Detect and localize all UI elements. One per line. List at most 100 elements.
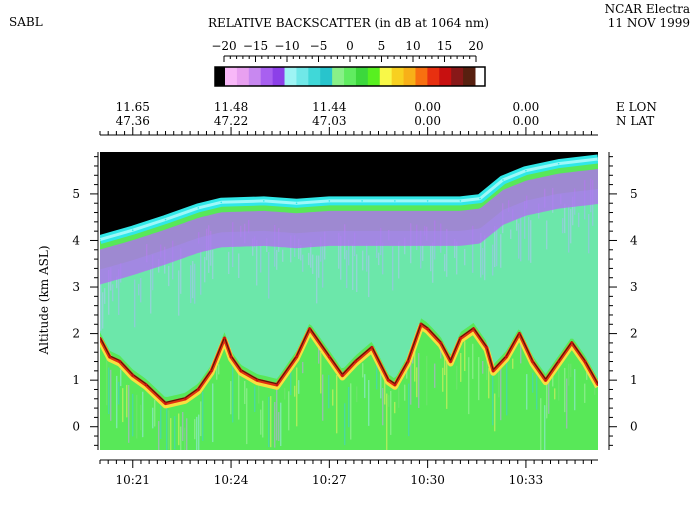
texture-streak	[284, 388, 286, 400]
texture-streak	[506, 362, 508, 416]
texture-streak	[106, 355, 108, 406]
texture-streak	[298, 380, 300, 394]
texture-streak	[472, 343, 474, 379]
texture-streak	[200, 401, 202, 437]
texture-streak	[384, 379, 386, 405]
texture-streak	[166, 406, 168, 450]
boundary-layer-point	[108, 355, 112, 359]
aircraft-altitude-point	[100, 238, 101, 241]
texture-streak	[126, 384, 128, 418]
aircraft-altitude-point	[597, 158, 598, 160]
colorbar-tick-label: −5	[310, 39, 328, 53]
texture-streak	[322, 374, 324, 421]
y-tick-label-right: 4	[630, 233, 638, 247]
texture-streak	[544, 405, 546, 450]
lon-label: 0.00	[414, 100, 441, 114]
texture-streak	[168, 410, 170, 450]
texture-streak	[566, 378, 568, 429]
y-tick-label-right: 0	[630, 420, 638, 434]
colorbar-swatch	[344, 67, 357, 86]
boundary-layer-point	[583, 360, 587, 363]
texture-streak	[456, 365, 458, 390]
texture-streak	[108, 367, 110, 415]
texture-streak	[386, 393, 388, 450]
texture-streak	[460, 353, 462, 382]
colorbar-swatch	[260, 67, 274, 86]
texture-streak	[178, 413, 180, 446]
no-data-region	[100, 152, 598, 240]
y-tick-label-left: 1	[72, 373, 80, 387]
texture-streak	[154, 399, 156, 427]
boundary-layer-point	[370, 346, 374, 349]
texture-streak	[180, 426, 182, 450]
x-tick-label: 10:24	[214, 473, 249, 487]
colorbar-tick-label: −20	[211, 39, 236, 53]
texture-streak	[500, 363, 502, 421]
aircraft-altitude-point	[459, 200, 462, 202]
texture-streak	[336, 375, 338, 434]
lon-label: 11.48	[214, 100, 248, 114]
colorbar-swatch	[225, 67, 238, 86]
boundary-layer-point	[354, 360, 357, 363]
texture-streak	[468, 357, 470, 415]
boundary-layer-point	[100, 337, 102, 340]
aircraft-altitude-point	[295, 202, 298, 205]
boundary-layer-point	[505, 355, 508, 359]
texture-streak	[394, 401, 396, 414]
texture-streak	[260, 409, 262, 435]
texture-streak	[344, 403, 346, 446]
texture-streak	[416, 367, 418, 398]
texture-streak	[568, 363, 570, 386]
boundary-layer-point	[239, 369, 243, 373]
texture-streak	[136, 394, 138, 439]
boundary-layer-point	[328, 355, 331, 359]
texture-streak	[526, 374, 528, 410]
colorbar-swatch	[308, 67, 321, 86]
texture-streak	[274, 401, 276, 448]
texture-streak	[426, 355, 428, 406]
texture-streak	[558, 369, 560, 401]
lat-label: 47.03	[312, 114, 346, 128]
colorbar-tick-label: 15	[437, 39, 452, 53]
aircraft-altitude-point	[426, 200, 429, 202]
texture-streak	[532, 372, 534, 393]
texture-streak	[174, 416, 176, 450]
boundary-layer-point	[210, 369, 213, 373]
colorbar-swatch	[403, 67, 416, 86]
texture-streak	[570, 363, 572, 378]
y-tick-label-left: 5	[72, 187, 80, 201]
texture-streak	[202, 391, 204, 441]
boundary-layer-point	[229, 355, 233, 359]
colorbar-swatch	[367, 67, 381, 86]
boundary-layer-point	[275, 383, 279, 387]
platform-label: NCAR Electra	[604, 2, 690, 16]
boundary-layer-point	[557, 360, 560, 363]
y-tick-label-right: 5	[630, 187, 638, 201]
boundary-layer-point	[164, 402, 167, 405]
boundary-layer-point	[144, 383, 148, 387]
axes-layer: 0 0 1 1 2 2 3 3 4 4 5 5 Altitude (km ASL) 10:21 10:24 1…	[37, 100, 657, 487]
colorbar-tick-label: 10	[405, 39, 420, 53]
boundary-layer-point	[491, 369, 495, 373]
boundary-layer-point	[308, 327, 311, 331]
texture-streak	[132, 393, 134, 437]
boundary-layer-point	[544, 378, 547, 382]
texture-streak	[288, 391, 290, 431]
texture-streak	[512, 358, 514, 369]
texture-streak	[584, 383, 586, 403]
series-layer	[100, 154, 598, 409]
texture-streak	[390, 390, 392, 435]
texture-streak	[320, 351, 322, 394]
texture-streak	[488, 368, 490, 399]
texture-streak	[302, 361, 304, 374]
texture-streak	[182, 412, 184, 441]
boundary-layer-point	[439, 341, 442, 345]
lon-axis-label: E LON	[616, 100, 657, 114]
texture-streak	[230, 381, 232, 415]
texture-streak	[116, 375, 118, 429]
colorbar-tick-label: −10	[274, 39, 299, 53]
colorbar-tick-label: −15	[243, 39, 268, 53]
texture-streak	[232, 362, 234, 423]
texture-streak	[594, 383, 596, 395]
boundary-layer-point	[223, 337, 226, 340]
